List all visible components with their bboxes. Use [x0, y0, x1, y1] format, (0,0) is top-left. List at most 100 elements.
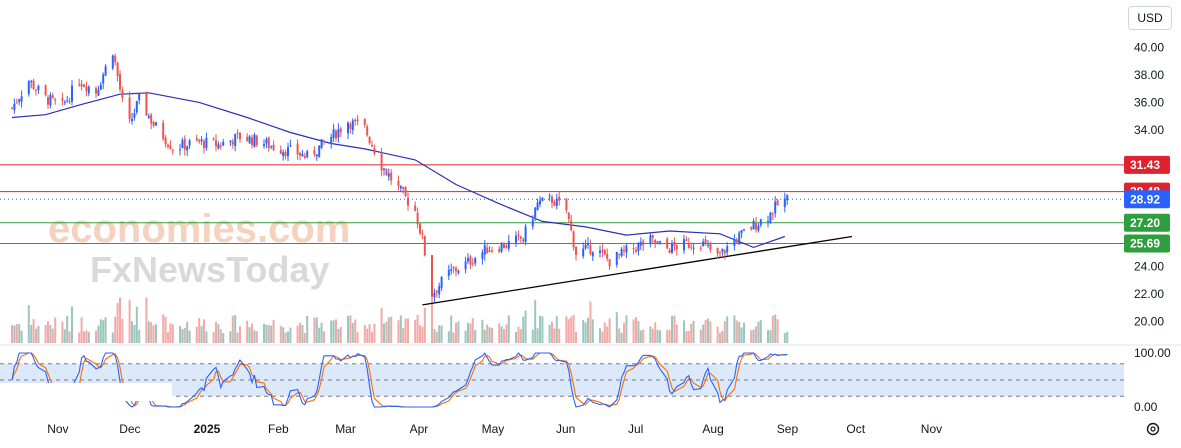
candle-body [332, 129, 335, 138]
volume-bar [649, 326, 652, 343]
candle-body [347, 122, 349, 134]
candle-body [771, 213, 774, 215]
candle-body [318, 145, 321, 157]
candle-body [205, 137, 208, 149]
volume-bar [385, 321, 388, 343]
volume-bar [440, 325, 443, 343]
candle-body [37, 85, 40, 91]
volume-bar [548, 324, 551, 343]
candle-body [354, 120, 357, 122]
volume-bar [287, 331, 289, 343]
candle-body [35, 89, 37, 91]
candle-body [99, 84, 102, 90]
volume-bar [452, 332, 455, 343]
candle-body [131, 118, 133, 122]
candle-body [349, 123, 352, 129]
candle-body [234, 133, 237, 147]
candle-body [469, 256, 472, 265]
volume-bar [491, 327, 493, 343]
volume-bar [743, 322, 745, 343]
price-tick: 20.00 [1134, 314, 1164, 328]
candle-body [32, 80, 35, 89]
volume-bar [524, 310, 527, 343]
volume-bar [457, 321, 460, 343]
candle-body [474, 258, 477, 264]
volume-bar [315, 317, 318, 343]
candle-body [368, 136, 371, 144]
volume-bar [531, 329, 534, 343]
candle-body [111, 55, 114, 69]
candle-body [236, 132, 239, 134]
volume-bar [671, 316, 673, 343]
trendline [422, 235, 853, 306]
candle-body [54, 99, 57, 101]
candle-body [433, 292, 436, 298]
candle-body [162, 122, 165, 140]
volume-bar [637, 321, 640, 343]
volume-bar [759, 320, 762, 343]
volume-bar [675, 324, 678, 343]
candle-body [783, 198, 786, 208]
volume-bar [51, 328, 54, 343]
candle-body [555, 198, 558, 206]
volume-bar [299, 322, 301, 343]
time-tick: Feb [268, 422, 289, 436]
volume-bar [27, 305, 30, 343]
volume-bar [195, 326, 198, 343]
volume-bar [37, 325, 40, 343]
candle-body [481, 252, 484, 259]
candle-body [135, 101, 138, 113]
candle-body [498, 249, 501, 252]
volume-bar [265, 324, 268, 343]
time-tick: Apr [410, 422, 429, 436]
volume-bar [131, 321, 133, 343]
candle-body [534, 207, 537, 218]
volume-bar [380, 307, 383, 343]
currency-selector-button[interactable]: USD [1128, 6, 1172, 30]
candle-body [181, 140, 184, 148]
ma-line [11, 92, 785, 249]
candle-body [649, 235, 652, 245]
candle-body [455, 268, 457, 272]
volume-bar [474, 329, 477, 343]
volume-bar [642, 329, 645, 343]
volume-bar [786, 331, 789, 343]
volume-bar [347, 315, 349, 343]
candle-body [656, 241, 659, 243]
candle-body [620, 248, 623, 257]
candle-body [671, 243, 673, 253]
volume-bar [248, 327, 251, 343]
candle-body [80, 84, 83, 87]
trendline-line [422, 235, 853, 306]
volume-bar [30, 324, 33, 343]
volume-bar [95, 330, 97, 343]
candle-body [203, 141, 205, 148]
candles [11, 53, 789, 303]
candle-body [104, 66, 107, 76]
candle-body [371, 144, 373, 147]
candle-body [505, 246, 508, 248]
volume-bar [471, 318, 474, 343]
volume-bar [111, 332, 114, 343]
volume-bar [483, 329, 486, 343]
volume-bar [721, 330, 724, 343]
volume-bar [205, 331, 208, 343]
candle-body [421, 233, 424, 235]
volume-bar [536, 328, 539, 343]
candle-body [666, 238, 669, 249]
volume-bar [575, 332, 577, 343]
candle-body [78, 84, 81, 86]
candle-body [687, 243, 690, 248]
candle-body [452, 267, 455, 269]
volume-bar [601, 331, 604, 343]
settings-gear-icon[interactable] [1146, 422, 1160, 436]
candle-body [757, 225, 760, 231]
volume-bar [750, 330, 753, 343]
volume-bar [433, 329, 436, 343]
candle-body [387, 173, 390, 177]
candle-body [608, 259, 611, 267]
candle-body [716, 247, 719, 254]
volume-bar [738, 322, 741, 343]
candle-body [503, 242, 505, 249]
